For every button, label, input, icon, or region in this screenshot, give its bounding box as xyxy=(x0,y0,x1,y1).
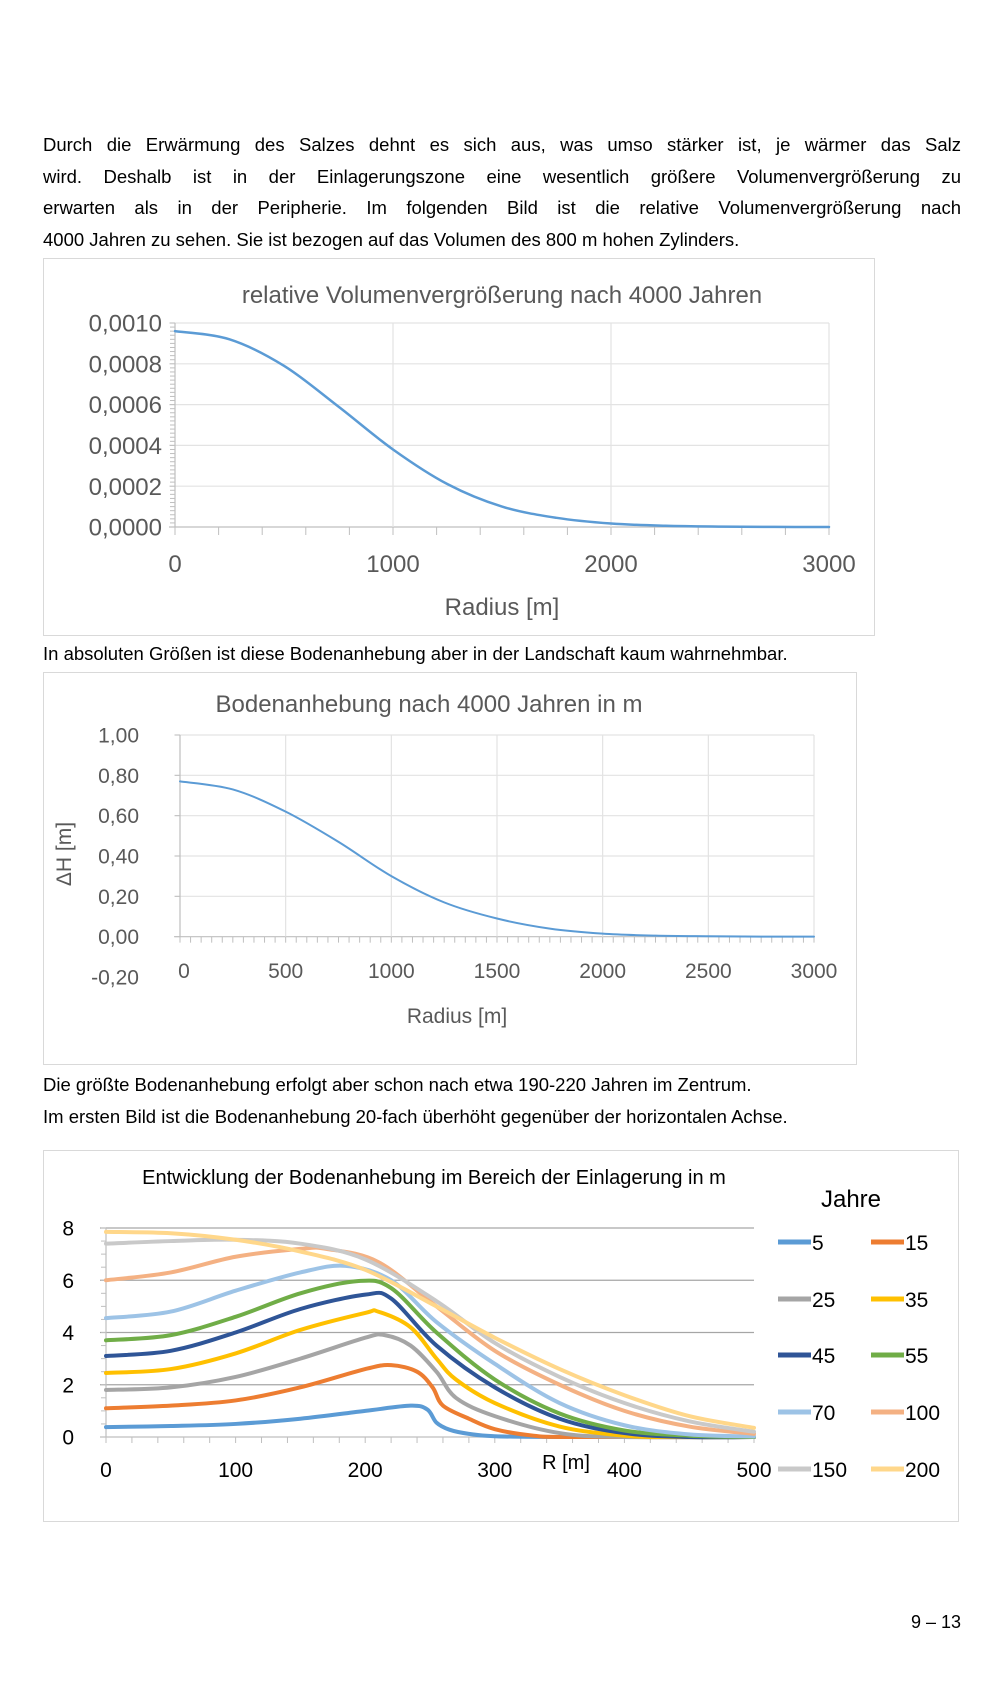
after-line: Die größte Bodenanhebung erfolgt aber sc… xyxy=(43,1074,752,1095)
x-tick-label: 0 xyxy=(178,960,190,983)
x-axis-label: Radius [m] xyxy=(407,1005,507,1028)
series-line-55 xyxy=(104,1278,756,1439)
y-tick-label: -0,20 xyxy=(91,967,139,990)
chart-title: Entwicklung der Bodenanhebung im Bereich… xyxy=(142,1167,726,1189)
legend-label: 150 xyxy=(812,1459,847,1482)
legend-label: 35 xyxy=(905,1289,928,1312)
legend-label: 5 xyxy=(812,1232,824,1255)
x-tick-label: 500 xyxy=(268,960,303,983)
series-line-150 xyxy=(104,1237,756,1434)
y-tick-label: 0,80 xyxy=(98,765,139,788)
y-tick-label: 2 xyxy=(62,1374,74,1397)
y-tick-label: 0,0002 xyxy=(89,474,162,501)
x-axis-label: Radius [m] xyxy=(445,594,560,621)
legend-label: 70 xyxy=(812,1402,835,1425)
legend-label: 45 xyxy=(812,1345,835,1368)
y-tick-label: 0,0000 xyxy=(89,515,162,542)
y-tick-label: 0,20 xyxy=(98,886,139,909)
chart-uplift-development: 0 2 4 6 8 0 100 200 300 400 500 Entwicklung der Bod… xyxy=(43,1150,959,1522)
x-tick-label: 1000 xyxy=(366,551,419,578)
after-line: Im ersten Bild ist die Bodenanhebung 20-… xyxy=(43,1106,788,1127)
series-line-35 xyxy=(104,1308,756,1440)
intro-paragraph: Durch die Erwärmung des Salzes dehnt es … xyxy=(43,129,961,255)
x-tick-label: 300 xyxy=(477,1459,512,1482)
x-tick-label: 100 xyxy=(218,1459,253,1482)
y-tick-label: 0,60 xyxy=(98,805,139,828)
intro-line: 4000 Jahren zu sehen. Sie ist bezogen au… xyxy=(43,228,740,250)
legend-label: 100 xyxy=(905,1402,940,1425)
series-line-data xyxy=(179,780,815,938)
x-tick-label: 0 xyxy=(168,551,181,578)
series-line-5 xyxy=(104,1403,756,1440)
intro-line: wird. Deshalb ist in der Einlagerungszon… xyxy=(43,165,961,187)
chart-relative-volume: 0,0000 0,0002 0,0004 0,0006 0,0008 0,0010 0 100… xyxy=(43,258,875,636)
x-tick-label: 1000 xyxy=(368,960,415,983)
chart-ground-uplift: -0,20 0,00 0,20 0,40 0,60 0,80 1,00 0 500 1000 150… xyxy=(43,672,857,1065)
x-axis-label: R [m] xyxy=(542,1452,590,1474)
x-tick-label: 3000 xyxy=(791,960,838,983)
y-tick-label: 0,0004 xyxy=(89,433,162,460)
series-line-45 xyxy=(104,1290,756,1440)
y-tick-label: 6 xyxy=(62,1270,74,1293)
legend-title: Jahre xyxy=(821,1186,881,1213)
series-line-data xyxy=(173,329,831,529)
legend-label: 25 xyxy=(812,1289,835,1312)
x-tick-label: 0 xyxy=(100,1459,112,1482)
x-tick-label: 2000 xyxy=(584,551,637,578)
x-tick-label: 3000 xyxy=(802,551,855,578)
x-tick-label: 500 xyxy=(736,1459,771,1482)
x-tick-label: 1500 xyxy=(474,960,521,983)
chart-ground-uplift-svg: -0,20 0,00 0,20 0,40 0,60 0,80 1,00 0 500 1000 150… xyxy=(53,691,838,1028)
chart-title: Bodenanhebung nach 4000 Jahren in m xyxy=(215,691,642,718)
y-tick-label: 4 xyxy=(62,1322,74,1345)
series-line-15 xyxy=(104,1363,756,1440)
y-tick-label: 0,0008 xyxy=(89,351,162,378)
chart-uplift-development-svg: 0 2 4 6 8 0 100 200 300 400 500 Entwicklung der Bod… xyxy=(62,1167,940,1482)
series-line-200 xyxy=(104,1229,756,1430)
y-axis-label: ΔH [m] xyxy=(53,822,76,886)
x-tick-label: 2000 xyxy=(579,960,626,983)
y-tick-label: 8 xyxy=(62,1218,74,1241)
legend-label: 15 xyxy=(905,1232,928,1255)
x-tick-label: 200 xyxy=(348,1459,383,1482)
intro-line: erwarten als in der Peripherie. Im folge… xyxy=(43,197,961,218)
y-tick-label: 0,0010 xyxy=(89,311,162,338)
y-tick-label: 0 xyxy=(62,1427,74,1450)
page-number: 9 – 13 xyxy=(910,1612,961,1632)
x-tick-label: 2500 xyxy=(685,960,732,983)
intro-line: Durch die Erwärmung des Salzes dehnt es … xyxy=(43,134,961,155)
y-tick-label: 0,00 xyxy=(98,926,139,949)
x-tick-label: 400 xyxy=(607,1459,642,1482)
y-tick-label: 1,00 xyxy=(98,725,139,748)
chart-title: relative Volumenvergrößerung nach 4000 J… xyxy=(242,282,762,309)
series-line-25 xyxy=(104,1332,756,1440)
legend-label: 200 xyxy=(905,1459,940,1482)
chart-relative-volume-svg: 0,0000 0,0002 0,0004 0,0006 0,0008 0,0010 0 100… xyxy=(89,282,856,621)
series-line-70 xyxy=(104,1263,756,1439)
y-tick-label: 0,40 xyxy=(98,846,139,869)
y-tick-label: 0,0006 xyxy=(89,392,162,419)
legend-label: 55 xyxy=(905,1345,928,1368)
between-text: In absoluten Größen ist diese Bodenanheb… xyxy=(43,643,788,664)
